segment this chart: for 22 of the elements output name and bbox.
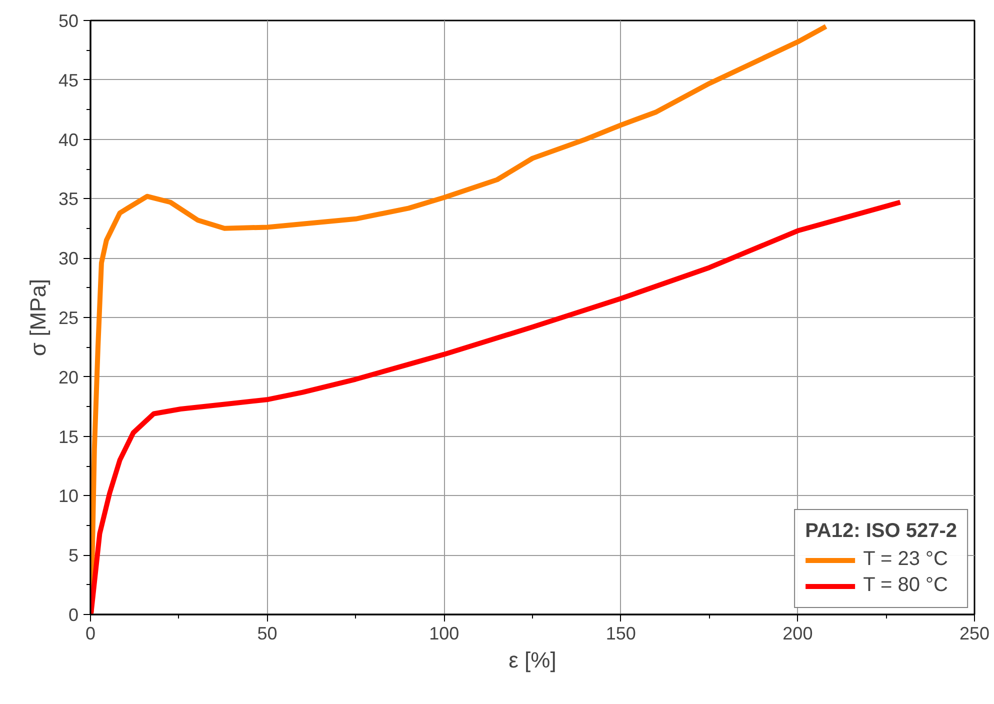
y-tick-label: 25 <box>58 308 79 328</box>
y-tick-label: 40 <box>58 130 79 150</box>
y-tick-label: 45 <box>58 70 79 90</box>
x-tick-label: 150 <box>606 624 636 644</box>
x-tick-label: 250 <box>959 624 990 644</box>
y-tick-label: 30 <box>58 248 79 269</box>
y-tick-label: 10 <box>58 486 79 506</box>
y-tick-label: 0 <box>68 605 79 625</box>
y-tick-label: 20 <box>58 367 79 388</box>
y-axis-title: σ [MPa] <box>25 278 50 356</box>
legend-label: T = 80 °C <box>863 574 948 597</box>
x-axis-title: ε [%] <box>508 648 556 672</box>
x-tick-label: 100 <box>429 624 460 644</box>
y-tick-label: 35 <box>58 189 79 210</box>
legend-title: PA12: ISO 527-2 <box>805 520 957 543</box>
x-tick-label: 200 <box>782 624 813 644</box>
y-tick-label: 50 <box>58 11 79 31</box>
y-tick-label: 5 <box>68 546 79 566</box>
y-tick-label: 15 <box>58 426 79 447</box>
legend-label: T = 23 °C <box>863 548 948 571</box>
x-tick-label: 0 <box>85 624 96 644</box>
x-tick-label: 50 <box>257 624 278 644</box>
